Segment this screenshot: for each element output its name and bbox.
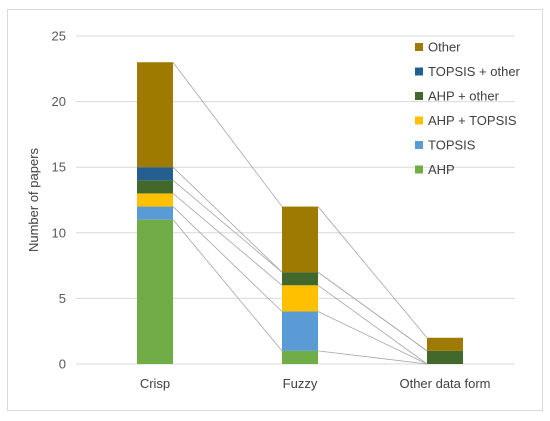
y-tick-label: 0 <box>59 357 66 372</box>
bar-segment-ahp-other-other-data-form <box>427 350 463 364</box>
legend-label: AHP + other <box>428 89 500 104</box>
bar-segment-topsis-fuzzy <box>282 311 318 351</box>
bar-segment-ahp-fuzzy <box>282 350 318 364</box>
y-tick-label: 25 <box>52 29 66 44</box>
series-line <box>317 284 428 365</box>
bar-segment-other-fuzzy <box>282 206 318 273</box>
legend-swatch <box>415 116 423 125</box>
bars <box>137 62 463 364</box>
bar-segment-ahp-other-crisp <box>137 180 173 194</box>
series-line <box>317 311 428 365</box>
bar-segment-ahp-topsis-crisp <box>137 193 173 207</box>
series-line <box>317 350 428 365</box>
y-tick-label: 10 <box>52 225 66 240</box>
series-line <box>172 166 283 273</box>
bar-segment-other-crisp <box>137 62 173 168</box>
series-lines <box>172 61 428 365</box>
legend-swatch <box>415 67 423 76</box>
legend-swatch <box>415 43 423 51</box>
bar-segment-topsis-other-crisp <box>137 167 173 181</box>
y-tick-label: 20 <box>52 94 66 109</box>
series-line <box>172 219 283 352</box>
axes: 0 5 10 15 20 25 Crisp Fuzzy Other data form <box>52 29 491 392</box>
series-line <box>317 271 428 352</box>
legend: Other TOPSIS + other AHP + other AHP + TOPS… <box>415 40 521 177</box>
series-line <box>172 180 283 273</box>
y-tick-label: 15 <box>52 160 66 175</box>
series-line <box>172 193 283 286</box>
series-line <box>172 61 283 207</box>
y-tick-label: 5 <box>59 291 66 306</box>
legend-label: AHP + TOPSIS <box>428 113 517 128</box>
x-tick-label: Other data form <box>399 376 490 391</box>
x-tick-label: Fuzzy <box>283 376 318 391</box>
legend-swatch <box>415 141 423 149</box>
legend-swatch <box>415 92 423 100</box>
bar-segment-topsis-crisp <box>137 206 173 220</box>
bar-segment-ahp-topsis-fuzzy <box>282 285 318 312</box>
bar-segment-ahp-other-fuzzy <box>282 272 318 286</box>
series-line <box>317 206 428 339</box>
legend-label: AHP <box>428 162 455 177</box>
x-tick-label: Crisp <box>140 376 170 391</box>
series-line <box>172 206 283 312</box>
bar-segment-ahp-crisp <box>137 219 173 364</box>
y-axis-label: Number of papers <box>26 147 41 252</box>
legend-label: Other <box>428 40 461 55</box>
bar-segment-other-other-data-form <box>427 337 463 351</box>
legend-swatch <box>415 165 423 174</box>
legend-label: TOPSIS + other <box>428 64 521 79</box>
legend-label: TOPSIS <box>428 138 476 153</box>
